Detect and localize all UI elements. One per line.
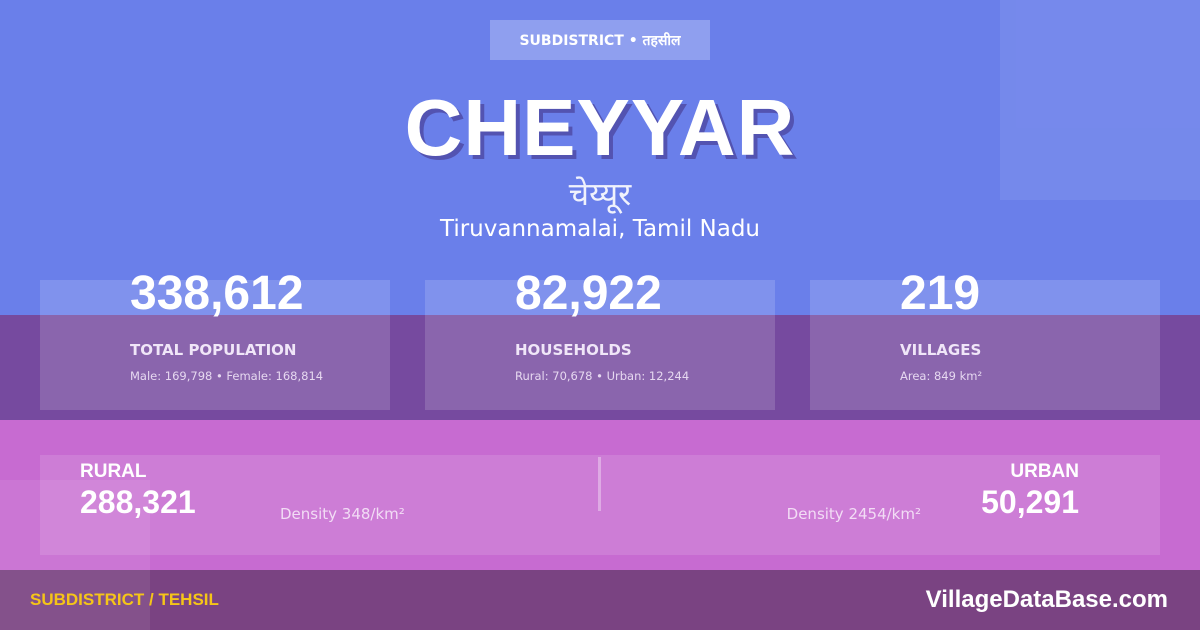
stat-value: 219 [900, 267, 981, 320]
location: Tiruvannamalai, Tamil Nadu [439, 216, 761, 242]
stat-sub: Area: 849 km² [900, 369, 983, 383]
rural-value: 288,321 [80, 484, 196, 520]
decorative-square [1000, 0, 1200, 200]
rural-density: Density 348/km² [280, 505, 405, 523]
urban-density: Density 2454/km² [786, 505, 921, 523]
page-title: CHEYYAR [404, 83, 796, 172]
stat-label: VILLAGES [900, 341, 982, 359]
rural-label: RURAL [80, 461, 147, 482]
urban-label: URBAN [1010, 461, 1079, 482]
stat-sub: Male: 169,798 • Female: 168,814 [130, 369, 324, 383]
stat-value: 82,922 [515, 267, 662, 320]
urban-value: 50,291 [981, 484, 1079, 520]
header-background [0, 0, 1200, 315]
type-badge: SUBDISTRICT • तहसील [490, 20, 710, 60]
decorative-square [0, 480, 150, 630]
stat-value: 338,612 [130, 267, 304, 320]
stat-card-villages: 219 VILLAGES Area: 849 km² [810, 267, 1160, 410]
rural-urban-panel [40, 455, 1160, 555]
stat-label: HOUSEHOLDS [515, 341, 632, 359]
stats-band [0, 315, 1200, 420]
stat-label: TOTAL POPULATION [130, 341, 297, 359]
footer-type: SUBDISTRICT / TEHSIL [30, 590, 219, 609]
stat-card-households: 82,922 HOUSEHOLDS Rural: 70,678 • Urban:… [425, 267, 775, 410]
stat-card-population: 338,612 TOTAL POPULATION Male: 169,798 •… [40, 267, 390, 410]
divider [598, 457, 601, 511]
site-logo[interactable]: VillageDataBase.com [925, 586, 1168, 613]
footer [0, 570, 1200, 630]
stat-sub: Rural: 70,678 • Urban: 12,244 [515, 369, 690, 383]
rural-urban-band [0, 420, 1200, 570]
title-hindi: चेय्यूर [568, 175, 632, 213]
